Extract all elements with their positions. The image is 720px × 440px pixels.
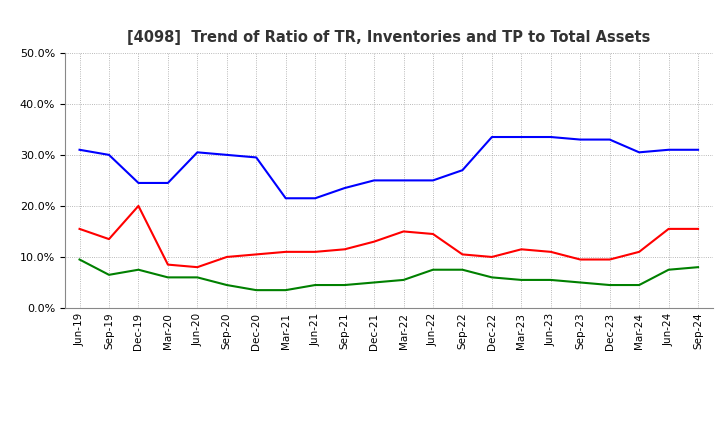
Inventories xyxy=(134,180,143,186)
Trade Receivables xyxy=(458,252,467,257)
Trade Payables xyxy=(341,282,349,288)
Trade Payables xyxy=(635,282,644,288)
Inventories xyxy=(370,178,379,183)
Inventories xyxy=(399,178,408,183)
Inventories xyxy=(163,180,172,186)
Trade Receivables xyxy=(576,257,585,262)
Inventories xyxy=(576,137,585,142)
Trade Payables xyxy=(606,282,614,288)
Inventories xyxy=(428,178,437,183)
Inventories xyxy=(458,168,467,173)
Trade Payables xyxy=(517,277,526,282)
Inventories xyxy=(635,150,644,155)
Trade Payables xyxy=(163,275,172,280)
Trade Payables xyxy=(428,267,437,272)
Trade Receivables xyxy=(428,231,437,237)
Trade Receivables xyxy=(399,229,408,234)
Trade Receivables xyxy=(222,254,231,260)
Trade Payables xyxy=(75,257,84,262)
Trade Payables xyxy=(311,282,320,288)
Trade Receivables xyxy=(665,226,673,231)
Trade Payables xyxy=(370,280,379,285)
Inventories xyxy=(665,147,673,152)
Inventories xyxy=(75,147,84,152)
Trade Receivables xyxy=(517,247,526,252)
Trade Payables xyxy=(487,275,496,280)
Trade Payables xyxy=(193,275,202,280)
Trade Receivables xyxy=(487,254,496,260)
Trade Receivables xyxy=(341,247,349,252)
Inventories xyxy=(311,196,320,201)
Trade Receivables xyxy=(75,226,84,231)
Inventories xyxy=(546,134,555,139)
Inventories xyxy=(282,196,290,201)
Title: [4098]  Trend of Ratio of TR, Inventories and TP to Total Assets: [4098] Trend of Ratio of TR, Inventories… xyxy=(127,29,650,45)
Trade Payables xyxy=(576,280,585,285)
Trade Receivables xyxy=(694,226,703,231)
Trade Payables xyxy=(694,264,703,270)
Trade Payables xyxy=(282,287,290,293)
Inventories xyxy=(517,134,526,139)
Trade Receivables xyxy=(282,249,290,254)
Trade Payables xyxy=(222,282,231,288)
Trade Receivables xyxy=(546,249,555,254)
Inventories xyxy=(694,147,703,152)
Line: Trade Receivables: Trade Receivables xyxy=(79,206,698,267)
Trade Receivables xyxy=(311,249,320,254)
Trade Payables xyxy=(546,277,555,282)
Trade Receivables xyxy=(163,262,172,267)
Inventories xyxy=(252,155,261,160)
Trade Payables xyxy=(104,272,113,278)
Trade Payables xyxy=(252,287,261,293)
Trade Payables xyxy=(399,277,408,282)
Trade Payables xyxy=(458,267,467,272)
Inventories xyxy=(341,185,349,191)
Inventories xyxy=(193,150,202,155)
Line: Trade Payables: Trade Payables xyxy=(79,260,698,290)
Inventories xyxy=(606,137,614,142)
Inventories xyxy=(487,134,496,139)
Trade Payables xyxy=(134,267,143,272)
Trade Receivables xyxy=(606,257,614,262)
Trade Receivables xyxy=(134,203,143,209)
Trade Receivables xyxy=(193,264,202,270)
Inventories xyxy=(222,152,231,158)
Line: Inventories: Inventories xyxy=(79,137,698,198)
Trade Receivables xyxy=(370,239,379,244)
Trade Payables xyxy=(665,267,673,272)
Trade Receivables xyxy=(635,249,644,254)
Inventories xyxy=(104,152,113,158)
Trade Receivables xyxy=(252,252,261,257)
Trade Receivables xyxy=(104,236,113,242)
